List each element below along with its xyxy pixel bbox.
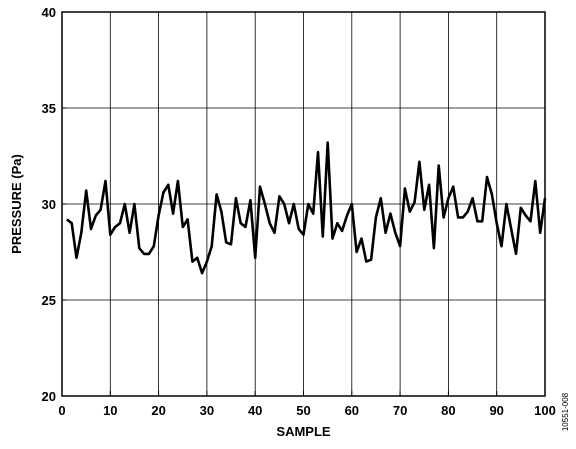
y-tick-label: 40 bbox=[42, 5, 56, 20]
x-tick-label: 80 bbox=[441, 403, 455, 418]
x-tick-label: 50 bbox=[296, 403, 310, 418]
figure-code: 10551-008 bbox=[561, 392, 570, 431]
series-line bbox=[66, 141, 547, 275]
x-tick-label: 30 bbox=[200, 403, 214, 418]
x-tick-label: 90 bbox=[489, 403, 503, 418]
y-tick-label: 30 bbox=[42, 197, 56, 212]
y-tick-label: 35 bbox=[42, 101, 56, 116]
x-tick-label: 60 bbox=[345, 403, 359, 418]
x-tick-label: 20 bbox=[151, 403, 165, 418]
x-tick-label: 100 bbox=[534, 403, 556, 418]
plot-frame bbox=[61, 11, 546, 397]
x-tick-label: 70 bbox=[393, 403, 407, 418]
x-tick-label: 10 bbox=[103, 403, 117, 418]
x-tick-label: 40 bbox=[248, 403, 262, 418]
x-axis-label: SAMPLE bbox=[276, 424, 331, 439]
x-tick-label: 0 bbox=[58, 403, 65, 418]
y-axis-label: PRESSURE (Pa) bbox=[9, 154, 24, 254]
y-tick-labels: 20 25 30 35 40 bbox=[42, 5, 56, 404]
series-layer bbox=[66, 141, 547, 275]
x-tick-labels: 0 10 20 30 40 50 60 70 80 90 100 bbox=[58, 403, 555, 418]
y-tick-label: 25 bbox=[42, 293, 56, 308]
y-tick-label: 20 bbox=[42, 389, 56, 404]
